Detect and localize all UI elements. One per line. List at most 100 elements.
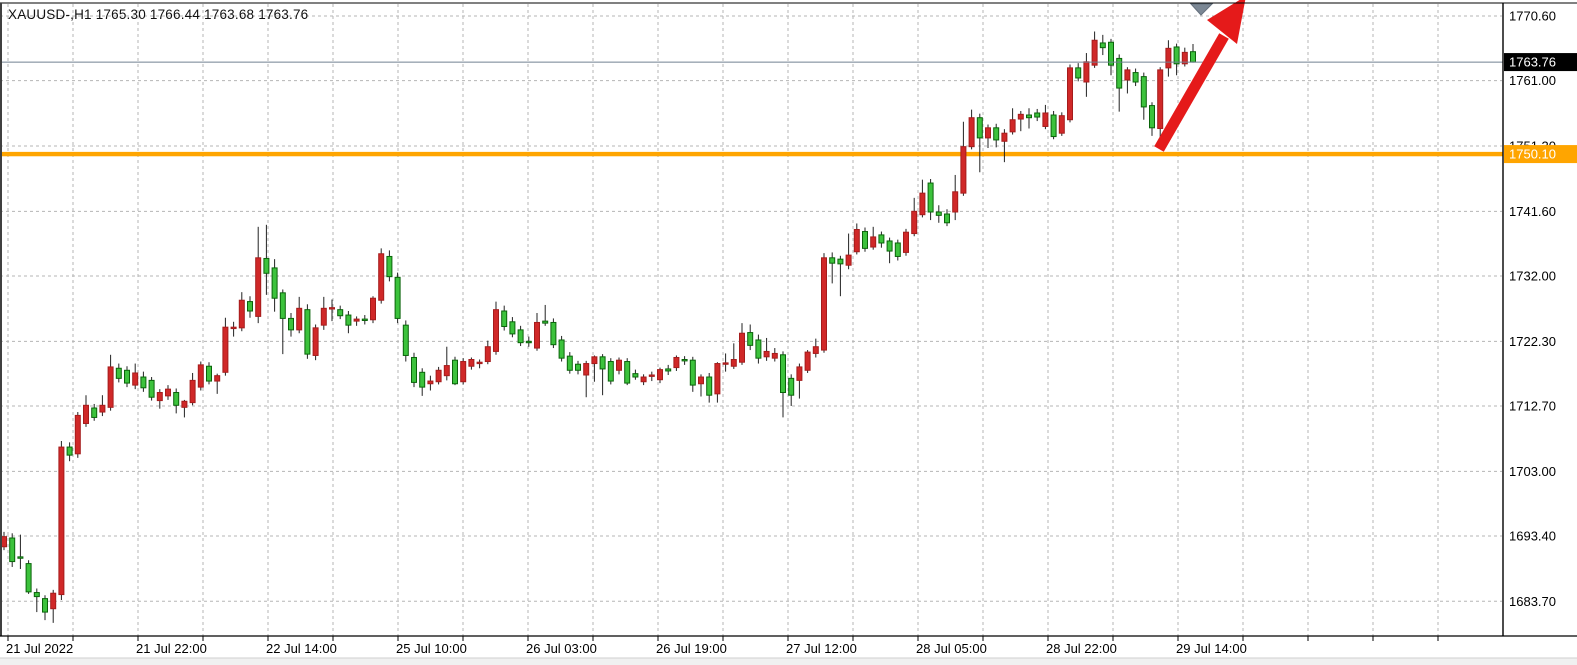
candle-bullish xyxy=(1083,61,1090,83)
horizontal-line-1750[interactable] xyxy=(0,151,1503,157)
x-axis-label: 22 Jul 14:00 xyxy=(266,641,337,656)
candle-bearish xyxy=(550,321,557,346)
candle-bullish xyxy=(845,254,852,266)
trend-arrow-shaft[interactable] xyxy=(1154,33,1229,152)
chart-high-value: 1766.44 xyxy=(149,7,201,22)
candle-bullish xyxy=(312,327,319,356)
candle-bullish xyxy=(1,536,7,548)
candle-bearish xyxy=(140,376,147,389)
candle-bullish xyxy=(911,210,918,235)
candle-bullish xyxy=(329,307,335,310)
candle-bearish xyxy=(501,310,508,328)
x-axis-label: 29 Jul 14:00 xyxy=(1176,641,1247,656)
candle-bullish xyxy=(919,192,926,216)
candle-bullish xyxy=(156,392,163,402)
horizontal-line-price-label: 1750.10 xyxy=(1509,147,1556,162)
candle-bearish xyxy=(927,182,934,213)
y-axis-label: 1770.60 xyxy=(1509,9,1556,24)
y-axis-label: 1683.70 xyxy=(1509,594,1556,609)
candle-bullish xyxy=(714,363,721,395)
candle-bullish xyxy=(296,307,303,331)
candle-bullish xyxy=(1001,132,1008,142)
candle-bearish xyxy=(558,339,565,359)
candle-bullish xyxy=(74,414,81,455)
candle-bearish xyxy=(878,234,885,244)
candle-bullish xyxy=(443,365,450,377)
candle-bearish xyxy=(1026,114,1032,119)
chart-symbol-period: XAUUSD-,H1 xyxy=(8,7,92,22)
horizontal-line-label-box xyxy=(1504,145,1577,164)
candle-bullish xyxy=(804,351,811,371)
chart-shift-marker-icon[interactable] xyxy=(1189,3,1214,16)
candle-bullish xyxy=(378,253,385,301)
candle-bearish xyxy=(1108,41,1114,66)
candle-bullish xyxy=(853,229,860,253)
candle-bullish xyxy=(739,332,745,363)
candle-bearish xyxy=(517,329,524,344)
y-axis-label: 1693.40 xyxy=(1509,528,1556,543)
candle-bullish xyxy=(960,146,967,194)
candle-bearish xyxy=(17,556,24,559)
candle-bullish xyxy=(238,299,245,329)
candle-bearish xyxy=(566,355,573,371)
candle-bullish xyxy=(722,362,729,365)
candle-bearish xyxy=(1099,42,1106,49)
candle-bullish xyxy=(320,307,327,326)
candle-bearish xyxy=(1149,105,1155,129)
candle-bearish xyxy=(1116,57,1123,89)
candle-bearish xyxy=(747,332,754,346)
x-axis-label: 25 Jul 10:00 xyxy=(396,641,467,656)
candle-bullish xyxy=(1042,112,1049,127)
candle-bullish xyxy=(165,388,171,397)
candle-bearish xyxy=(124,369,130,384)
candle-bearish xyxy=(681,359,688,362)
candle-bearish xyxy=(665,368,672,372)
candle-bullish xyxy=(99,404,106,413)
candle-bearish xyxy=(788,377,795,396)
candle-bullish xyxy=(230,326,237,330)
candle-bullish xyxy=(730,359,737,367)
candle-bullish xyxy=(1091,39,1098,66)
candle-bearish xyxy=(33,592,40,598)
chart-open-value: 1765.30 xyxy=(95,7,146,22)
candle-bearish xyxy=(755,339,762,359)
candle-bearish xyxy=(394,276,401,319)
candle-bearish xyxy=(1075,67,1082,79)
candle-bearish xyxy=(886,240,893,252)
x-axis-label: 28 Jul 22:00 xyxy=(1046,641,1117,656)
candle-bearish xyxy=(509,321,516,335)
chart-close-value: 1763.76 xyxy=(258,7,309,22)
y-axis-label: 1741.60 xyxy=(1509,204,1556,219)
candle-bullish xyxy=(648,374,655,377)
candle-bullish xyxy=(1181,51,1188,65)
candle-bullish xyxy=(1157,69,1164,129)
candle-bullish xyxy=(1058,115,1065,134)
candle-bearish xyxy=(1034,112,1041,118)
candle-bearish xyxy=(345,314,352,326)
y-axis-label: 1712.70 xyxy=(1509,398,1556,413)
candle-bearish xyxy=(689,359,696,386)
candle-bullish xyxy=(640,376,647,383)
candle-bearish xyxy=(976,117,983,139)
candle-bearish xyxy=(1190,51,1196,63)
candle-bullish xyxy=(107,366,114,408)
candle-bullish xyxy=(1017,113,1024,120)
candle-bullish xyxy=(763,350,770,358)
candle-bullish xyxy=(591,356,598,365)
candle-bullish xyxy=(197,364,204,388)
candle-bullish xyxy=(189,379,196,404)
candle-bullish xyxy=(1067,67,1073,121)
candle-bearish xyxy=(599,356,606,370)
trend-arrow-head-icon[interactable] xyxy=(1207,0,1246,44)
candle-bearish xyxy=(66,446,73,456)
y-axis-label: 1703.00 xyxy=(1509,464,1556,479)
candle-bearish xyxy=(944,213,950,224)
candle-bullish xyxy=(370,297,376,321)
candle-bullish xyxy=(812,346,819,354)
candle-bullish xyxy=(985,127,991,139)
candle-bearish xyxy=(542,320,549,324)
candle-bearish xyxy=(862,231,868,249)
candle-bearish xyxy=(1173,46,1180,65)
